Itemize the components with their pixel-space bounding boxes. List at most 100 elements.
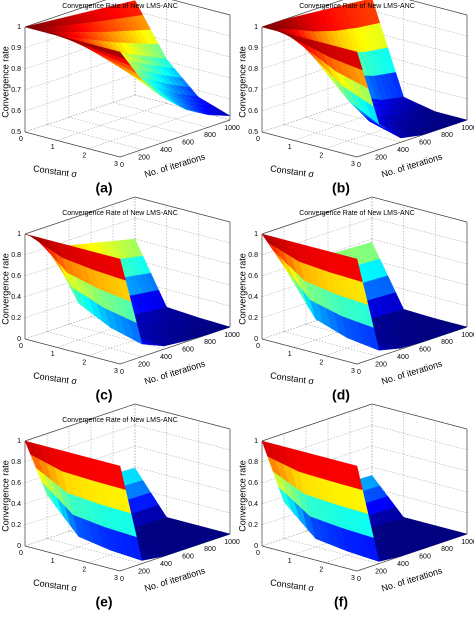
grid-line: [283, 331, 380, 357]
axis-line: [408, 0, 468, 16]
x-tick-label: 200: [375, 154, 387, 161]
z-axis-label: Convergence rate: [237, 460, 247, 532]
x-tick-label: 800: [441, 339, 453, 346]
z-axis-label: Convergence rate: [0, 46, 10, 118]
y-tick-label: 1: [288, 144, 292, 151]
y-tick-label: 0: [19, 550, 23, 557]
axis-line: [24, 196, 136, 235]
x-tick-label: 0: [120, 576, 124, 583]
grid-line: [46, 538, 143, 564]
grid-line: [371, 259, 468, 286]
x-tick-label: 400: [160, 561, 172, 568]
grid-line: [371, 31, 468, 58]
grid-line: [371, 217, 468, 244]
x-tick-label: 400: [397, 561, 409, 568]
x-tick-label: 1000: [224, 332, 240, 339]
grid-line: [46, 124, 143, 150]
panel: 0.5 0.6 0.7 0.8 0.9 1 0 200 400 600 800 1000 0 1 2 3 Con…: [0, 0, 240, 196]
x-tick-label: 0: [120, 369, 124, 376]
grid-line: [24, 94, 136, 133]
x-tick-label: 600: [182, 347, 194, 354]
grid-line: [134, 445, 231, 472]
axis-line: [24, 403, 136, 442]
x-tick-label: 600: [419, 347, 431, 354]
y-axis-label: Constant σ: [270, 577, 315, 593]
z-tick-label: 0.6: [11, 108, 21, 115]
z-tick-label: 0.7: [248, 87, 258, 94]
z-tick-label: 0: [17, 336, 21, 343]
axis-line: [261, 403, 373, 442]
y-tick-label: 1: [288, 558, 292, 565]
grid-line: [134, 217, 231, 244]
x-tick-label: 200: [138, 361, 150, 368]
chart-title: Convergence Rate of New LMS-ANC: [62, 417, 178, 424]
grid-line: [283, 124, 380, 150]
y-tick-label: 1: [51, 144, 55, 151]
z-tick-label: 1: [17, 438, 21, 445]
z-tick-label: 0.7: [11, 87, 21, 94]
y-tick-label: 0: [19, 343, 23, 350]
x-tick-label: 800: [441, 132, 453, 139]
axis-line: [24, 0, 107, 28]
grid-line: [305, 116, 402, 143]
grid-line: [134, 238, 231, 265]
z-tick-label: 0.6: [248, 108, 258, 115]
axis-line: [24, 545, 121, 572]
z-tick-label: 0.6: [248, 480, 258, 487]
z-tick-label: 0.8: [11, 66, 21, 73]
surface-patch: [348, 463, 363, 491]
y-tick-label: 2: [82, 153, 86, 160]
y-tick-label: 1: [288, 351, 292, 358]
grid-line: [134, 487, 231, 514]
axis-line: [261, 338, 358, 365]
z-tick-label: 0.2: [11, 522, 21, 529]
grid-line: [371, 445, 468, 472]
grid-line: [90, 109, 187, 136]
axis-line: [261, 131, 358, 158]
axis-line: [261, 196, 373, 235]
x-tick-label: 400: [397, 354, 409, 361]
z-tick-label: 0.2: [248, 522, 258, 529]
z-tick-label: 0.4: [11, 294, 21, 301]
x-axis-label: No. of iterations: [143, 151, 207, 179]
x-tick-label: 800: [204, 132, 216, 139]
z-tick-label: 0.5: [11, 129, 21, 136]
chart-title: Convergence Rate of New LMS-ANC: [62, 210, 178, 217]
surface-patch: [111, 463, 126, 490]
x-tick-label: 0: [357, 576, 361, 583]
y-tick-label: 2: [82, 567, 86, 574]
z-tick-label: 1: [17, 231, 21, 238]
axis-line: [134, 196, 231, 223]
y-tick-label: 2: [319, 360, 323, 367]
z-tick-label: 0.4: [248, 501, 258, 508]
z-axis-label: Convergence rate: [0, 460, 10, 532]
y-tick-label: 3: [114, 575, 118, 582]
grid-line: [371, 424, 468, 451]
x-axis-label: No. of iterations: [143, 358, 207, 386]
grid-line: [283, 538, 380, 564]
y-tick-label: 0: [256, 550, 260, 557]
y-tick-label: 3: [351, 161, 355, 168]
z-tick-label: 0.9: [248, 45, 258, 52]
x-tick-label: 200: [375, 568, 387, 575]
x-tick-label: 1000: [461, 125, 474, 132]
z-tick-label: 0.8: [248, 459, 258, 466]
y-tick-label: 3: [114, 161, 118, 168]
surface-patch: [111, 49, 127, 60]
chart-title: Convergence Rate of New LMS-ANC: [299, 3, 415, 10]
z-tick-label: 0.4: [248, 294, 258, 301]
panel-label: (a): [95, 180, 112, 196]
z-tick-label: 0: [254, 336, 258, 343]
x-tick-label: 400: [160, 147, 172, 154]
axis-line: [371, 403, 468, 430]
panel: 0 0.2 0.4 0.6 0.8 1 0 200 400 600 800 1000 0 1 2 3 Conve…: [237, 196, 474, 403]
grid-line: [371, 487, 468, 514]
x-tick-label: 1000: [461, 539, 474, 546]
axis-line: [24, 131, 121, 158]
y-tick-label: 1: [51, 351, 55, 358]
z-tick-label: 0.2: [248, 315, 258, 322]
x-tick-label: 800: [441, 546, 453, 553]
grid-line: [134, 10, 231, 37]
grid-line: [88, 111, 199, 149]
x-tick-label: 400: [160, 354, 172, 361]
